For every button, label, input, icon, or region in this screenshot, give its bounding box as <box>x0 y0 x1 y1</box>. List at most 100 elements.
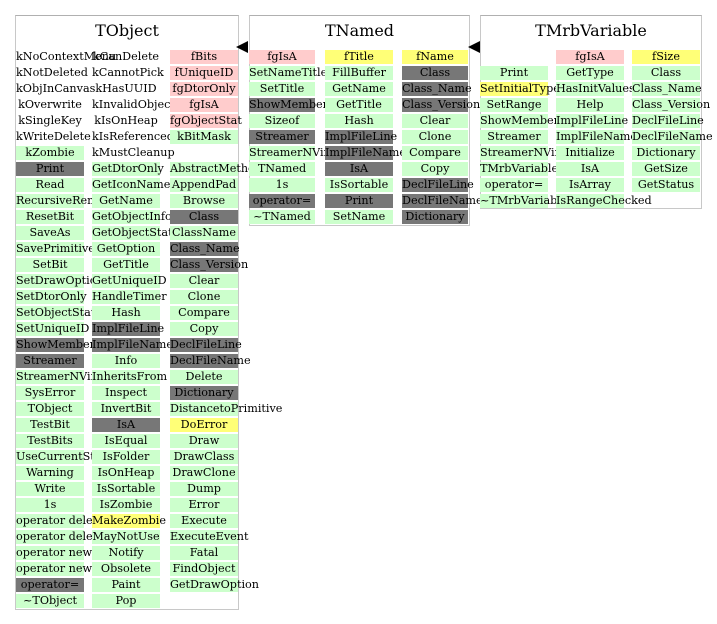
member-saveprimitive: SavePrimitive <box>16 242 95 256</box>
member-declfilename: DeclFileName <box>170 354 251 368</box>
member-label: Dump <box>187 482 221 495</box>
member-label: GetObjectInfo <box>92 210 172 223</box>
member-geticonname: GetIconName <box>92 178 170 192</box>
member-label: Inspect <box>105 386 147 399</box>
member-label: Print <box>499 66 529 79</box>
member-dump: Dump <box>170 482 238 496</box>
member-class: Class <box>632 66 700 80</box>
member-label: Info <box>114 354 138 367</box>
member-getdrawoption: GetDrawOption <box>170 578 259 592</box>
member-label: Class <box>188 210 220 223</box>
member-write: Write <box>16 482 84 496</box>
member-label: GetUniqueID <box>92 274 167 287</box>
member-setdrawoption: SetDrawOption <box>16 274 104 288</box>
member-makezombie: MakeZombie <box>92 514 166 528</box>
member-label: IsEqual <box>104 434 148 447</box>
member-print: Print <box>325 194 393 208</box>
member-getname: GetName <box>92 194 160 208</box>
member-israngechecked: IsRangeChecked <box>556 194 652 208</box>
member-label: FindObject <box>172 562 236 575</box>
member-kbitmask: kBitMask <box>170 130 238 144</box>
member-findobject: FindObject <box>170 562 238 576</box>
member-label: Print <box>344 194 374 207</box>
member-label: GetTitle <box>103 258 149 271</box>
member-fgisa: fgIsA <box>170 98 238 112</box>
member-label: DeclFileName <box>402 194 483 207</box>
member-streamernvirtual: StreamerNVirtual <box>16 370 118 384</box>
member-label: Dictionary <box>636 146 696 159</box>
member-operator: operator= <box>16 578 84 592</box>
member-label: MakeZombie <box>92 514 167 527</box>
member-label: kObjInCanvas <box>16 82 96 95</box>
member-label: TestBit <box>30 418 70 431</box>
member-label: DrawClone <box>172 466 236 479</box>
member-label: ResetBit <box>25 210 75 223</box>
member-label: fBits <box>190 50 218 63</box>
member-getstatus: GetStatus <box>632 178 700 192</box>
member-declfileline: DeclFileLine <box>632 114 704 128</box>
member-fsize: fSize <box>632 50 700 64</box>
member-label: Streamer <box>487 130 541 143</box>
member-label: DeclFileLine <box>402 178 474 191</box>
member-isfolder: IsFolder <box>92 450 160 464</box>
member-testbit: TestBit <box>16 418 84 432</box>
member-implfilename: ImplFileName <box>325 146 406 160</box>
member-fname: fName <box>402 50 468 64</box>
member-label: Compare <box>178 306 230 319</box>
member-label: HandleTimer <box>92 290 167 303</box>
member-pop: Pop <box>92 594 160 608</box>
member-1s: 1s <box>249 178 315 192</box>
member-getuniqueid: GetUniqueID <box>92 274 167 288</box>
member-blank <box>170 146 238 160</box>
member-label: TestBits <box>27 434 73 447</box>
member-label: ~TObject <box>22 594 78 607</box>
member-info: Info <box>92 354 160 368</box>
member-isequal: IsEqual <box>92 434 160 448</box>
member-label: SaveAs <box>29 226 71 239</box>
member-label: InheritsFrom <box>92 370 168 383</box>
member-label: SetTitle <box>259 82 305 95</box>
member-declfileline: DeclFileLine <box>170 338 242 352</box>
member-operator-delete: operator delete <box>16 514 104 528</box>
member-class-version: Class_Version <box>170 258 248 272</box>
member-classname: ClassName <box>170 226 238 240</box>
member-obsolete: Obsolete <box>92 562 160 576</box>
member-label: ImplFileLine <box>556 114 629 127</box>
class-title: TNamed <box>324 21 395 40</box>
member-label: Obsolete <box>100 562 152 575</box>
member-compare: Compare <box>170 306 238 320</box>
member-ftitle: fTitle <box>325 50 393 64</box>
member-fgisa: fgIsA <box>556 50 624 64</box>
member-label: Class <box>650 66 682 79</box>
member-label: GetOption <box>96 242 156 255</box>
member-class-version: Class_Version <box>632 98 710 112</box>
member-label: Clone <box>187 290 221 303</box>
member-label: fUniqueID <box>174 66 234 79</box>
member-label: Fatal <box>189 546 219 559</box>
member-label: kHasUUID <box>95 82 157 95</box>
member-label: SetDrawOption <box>16 274 104 287</box>
member-clear: Clear <box>170 274 238 288</box>
member-label: ~TMrbVariable <box>480 194 568 207</box>
member-setdtoronly: SetDtorOnly <box>16 290 87 304</box>
member-syserror: SysError <box>16 386 84 400</box>
member-label: operator delete[] <box>16 530 113 543</box>
member-label: Pop <box>115 594 137 607</box>
member-kcandelete: kCanDelete <box>92 50 160 64</box>
member-setbit: SetBit <box>16 258 84 272</box>
member-browse: Browse <box>170 194 238 208</box>
member-streamernvirtual: StreamerNVirtual <box>480 146 582 160</box>
member-label: SetNameTitle <box>249 66 328 79</box>
member-label: Clear <box>419 114 451 127</box>
member-fatal: Fatal <box>170 546 238 560</box>
member-handletimer: HandleTimer <box>92 290 167 304</box>
member-delete: Delete <box>170 370 238 384</box>
member-label: kMustCleanup <box>92 146 175 159</box>
member-operator-delete: operator delete[] <box>16 530 113 544</box>
member-implfileline: ImplFileLine <box>556 114 628 128</box>
member-clear: Clear <box>402 114 468 128</box>
member-declfileline: DeclFileLine <box>402 178 474 192</box>
member-label: Write <box>34 482 66 495</box>
member-label: DeclFileName <box>170 354 251 367</box>
member-label: fgDtorOnly <box>172 82 236 95</box>
